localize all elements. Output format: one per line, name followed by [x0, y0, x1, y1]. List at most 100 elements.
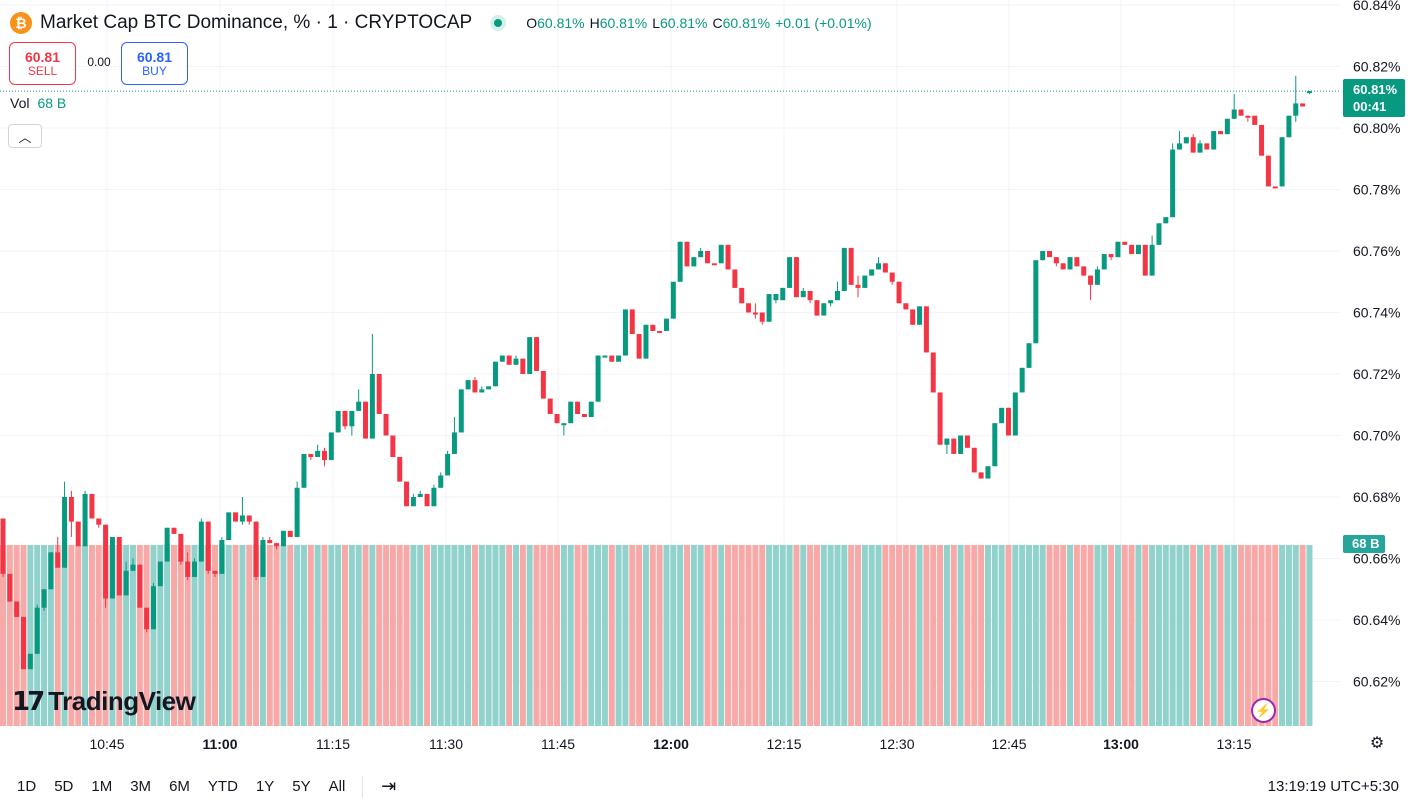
candle-body [1033, 260, 1039, 344]
volume-bar [540, 545, 547, 726]
volume-bar [1231, 545, 1238, 726]
close-value: 60.81% [722, 15, 771, 31]
buy-button[interactable]: 60.81 BUY [121, 42, 188, 85]
volume-bar [1203, 545, 1210, 726]
candle-body [246, 515, 252, 522]
ohlc-values: O60.81% H60.81% L60.81% C60.81% +0.01 (+… [526, 15, 871, 31]
range-5y[interactable]: 5Y [292, 778, 311, 795]
volume-bar [601, 545, 608, 726]
volume-bar [389, 545, 396, 726]
volume-bar [868, 545, 875, 726]
volume-bar [212, 545, 219, 726]
candle-body [103, 524, 109, 599]
candle-body [171, 527, 177, 534]
candle-body [1190, 137, 1196, 153]
volume-bar [916, 545, 923, 726]
clock-timezone[interactable]: 13:19:19 UTC+5:30 [1267, 778, 1399, 795]
calendar-goto-icon[interactable]: ⇥ [381, 776, 397, 797]
volume-bar [629, 545, 636, 726]
volume-bar [123, 545, 130, 726]
candle-body [82, 493, 88, 547]
candle-body [711, 263, 717, 266]
candle-body [62, 497, 68, 568]
candle-body [937, 392, 943, 445]
symbol-title[interactable]: Market Cap BTC Dominance, % · 1 · CRYPTO… [40, 12, 473, 33]
volume-bar [116, 545, 123, 726]
volume-bar [656, 545, 663, 726]
candle-body [1306, 91, 1312, 94]
volume-bar [1292, 545, 1299, 726]
volume-bar [964, 545, 971, 726]
volume-bar [506, 545, 513, 726]
range-3m[interactable]: 3M [130, 778, 152, 795]
volume-bar [896, 545, 903, 726]
candle-body [410, 497, 416, 507]
candle-body [670, 281, 676, 319]
volume-bar [731, 545, 738, 726]
candle-body [1081, 266, 1087, 276]
volume-bar [68, 545, 75, 726]
candle-body [75, 521, 81, 547]
volume-bar [800, 545, 807, 726]
lightning-icon[interactable]: ⚡ [1251, 698, 1276, 723]
candle-body [609, 355, 615, 362]
volume-bar [1190, 545, 1197, 726]
last-price-label: 60.81% 00:41 [1343, 79, 1405, 117]
volume-bar [300, 545, 307, 726]
volume-bar [711, 545, 718, 726]
volume-legend[interactable]: Vol 68 B [10, 95, 66, 111]
volume-bar [1279, 545, 1286, 726]
gear-icon[interactable]: ⚙ [1369, 735, 1385, 752]
volume-bar [198, 545, 205, 726]
volume-bar [348, 545, 355, 726]
candle-body [1238, 109, 1244, 116]
candle-body [1176, 143, 1182, 150]
candle-body [287, 530, 293, 537]
volume-bar [786, 545, 793, 726]
collapse-legend-button[interactable]: ︿ [8, 124, 42, 148]
candle-body [828, 300, 834, 304]
range-5d[interactable]: 5D [54, 778, 74, 795]
candle-body [404, 481, 410, 507]
price-tick-label: 60.76% [1353, 243, 1400, 259]
candle-body [684, 241, 690, 267]
tradingview-logo[interactable]: 17 TradingView [12, 686, 196, 717]
candle-body [636, 334, 642, 359]
volume-bar [1087, 545, 1094, 726]
volume-bar [0, 545, 6, 726]
candle-body [424, 493, 430, 507]
candle-body [27, 653, 33, 670]
range-ytd[interactable]: YTD [207, 778, 238, 795]
volume-bar [513, 545, 519, 726]
range-6m[interactable]: 6M [169, 778, 190, 795]
candle-body [1272, 186, 1278, 189]
candle-body [458, 389, 464, 433]
range-1d[interactable]: 1D [17, 778, 37, 795]
sell-price: 60.81 [24, 48, 61, 65]
high-value: 60.81% [599, 15, 648, 31]
volume-bar [1032, 545, 1039, 726]
range-1y[interactable]: 1Y [255, 778, 275, 795]
candle-body [1005, 407, 1011, 436]
candle-body [800, 290, 806, 298]
candle-body [417, 493, 423, 497]
volume-bar [1265, 545, 1272, 726]
volume-bar [971, 545, 978, 726]
volume-bar [1217, 545, 1224, 726]
candle-body [561, 423, 567, 426]
volume-bar [1026, 545, 1032, 726]
volume-bar [355, 545, 362, 726]
range-1m[interactable]: 1M [91, 778, 113, 795]
volume-bar [684, 545, 690, 726]
sell-button[interactable]: 60.81 SELL [9, 42, 76, 85]
price-tick-label: 60.68% [1353, 489, 1400, 505]
range-all[interactable]: All [328, 778, 346, 795]
volume-bar [75, 545, 82, 726]
candle-body [1115, 241, 1121, 258]
candle-body [55, 552, 61, 568]
volume-bar [1142, 545, 1149, 726]
volume-bar [519, 545, 526, 726]
volume-bar [834, 545, 841, 726]
volume-bar [444, 545, 451, 726]
